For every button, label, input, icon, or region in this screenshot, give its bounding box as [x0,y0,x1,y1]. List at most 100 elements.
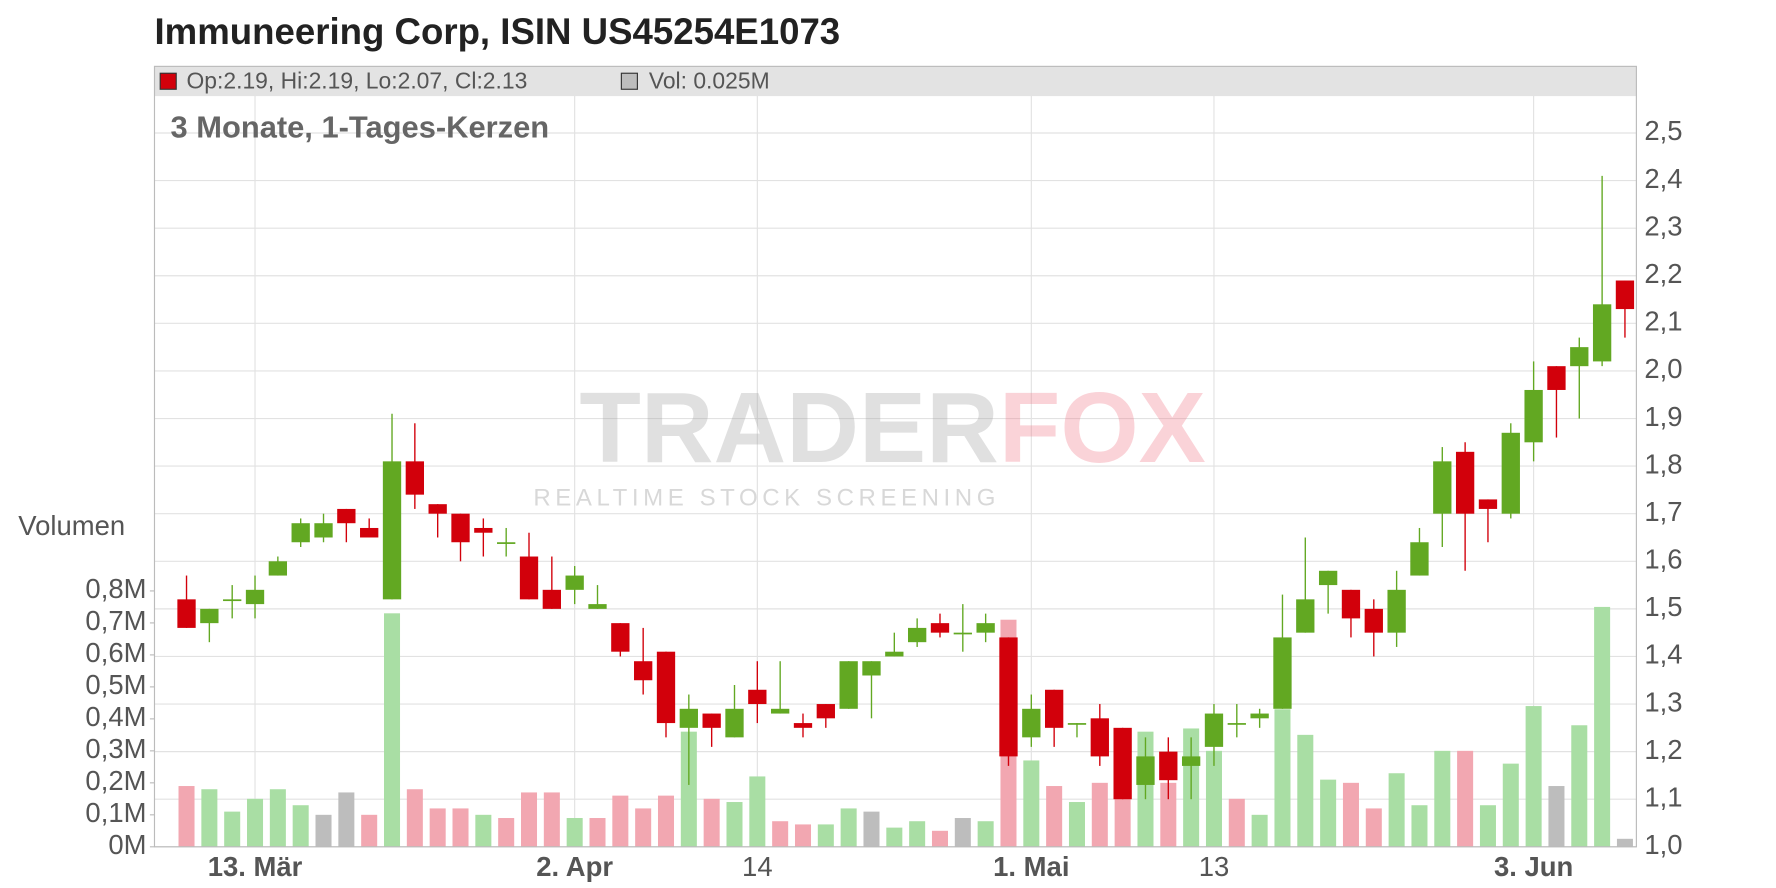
candle-body [1410,542,1429,576]
y-tick-label: 1,4 [1644,639,1682,670]
candle-body [1067,723,1087,725]
candle-body [862,661,881,676]
candle-body [337,508,356,524]
volume-bar [1046,786,1063,847]
volume-bar [589,818,606,847]
volume-bar [566,818,583,847]
volume-bar [543,792,560,847]
candle-body [200,608,219,624]
chart-subtitle: 3 Monate, 1-Tages-Kerzen [171,109,550,144]
volume-bar [452,808,469,847]
volume-bar [1525,706,1542,847]
candle-body [291,523,310,543]
candle-body [565,575,584,590]
volume-bar [817,824,834,847]
volume-bar [224,811,241,847]
volume-bar [315,814,332,847]
volume-bar [772,821,789,847]
y-tick-label: 1,7 [1644,496,1682,527]
candle-body [451,513,470,543]
candle-body [405,461,425,495]
candle-body [1204,713,1224,747]
candle-body [1478,499,1498,509]
volume-bar [269,789,286,847]
watermark-tagline: REALTIME STOCK SCREENING [533,484,1000,511]
volume-bar [1274,709,1291,847]
x-tick-label: 13 [1199,851,1230,882]
volume-bar [749,776,766,847]
y-tick-label: 1,9 [1644,401,1682,432]
candle-body [360,527,379,538]
volume-bar [1594,606,1611,847]
volume-bar [292,805,309,847]
x-tick-label: 14 [742,851,773,882]
candle-body [1615,280,1635,310]
volume-bar [1114,798,1131,847]
volume-bar [1616,838,1633,847]
y-tick-label: 2,3 [1644,210,1682,241]
volume-bar [520,792,538,847]
volume-bar [429,808,446,847]
candle-body [1090,718,1109,757]
volume-bar [1548,786,1565,847]
x-tick-label: 2. Apr [536,851,613,882]
candle-body [268,561,288,576]
header-bar [154,66,1637,97]
volume-bar [931,830,948,847]
volume-bar [886,827,903,847]
volume-bar [909,821,926,847]
volume-bar [954,818,971,847]
candle-body [907,627,927,643]
watermark: TRADERFOX REALTIME STOCK SCREENING [533,371,1205,511]
candle-body [519,556,539,600]
volume-bar [361,814,378,847]
candle-body [953,632,972,635]
volume-bar [406,789,423,847]
y-tick-label: 1,0 [1644,829,1682,860]
legend-swatch-candle [159,72,177,90]
y2-tick-label: 0,5M [85,669,146,700]
candle-body [976,623,995,633]
candle-body [1159,751,1178,781]
y2-tick-label: 0,8M [85,573,146,604]
volume-bar [1205,750,1222,847]
candle-body [542,589,561,609]
y2-tick-label: 0,2M [85,765,146,796]
y2-tick-label: 0,6M [85,637,146,668]
candle-body [656,651,676,724]
candle-body [1455,451,1475,514]
candle-body [1181,756,1201,766]
y-tick-label: 2,1 [1644,306,1682,337]
candle-body [999,637,1018,757]
y-tick-label: 1,3 [1644,686,1682,717]
candle-body [1227,723,1246,725]
candle-body [930,623,950,633]
candle-body [1341,589,1361,619]
y2-tick-label: 0,7M [85,605,146,636]
volume-bar [475,814,492,847]
candle-body [245,589,265,605]
x-tick-label: 1. Mai [993,851,1069,882]
candle-body [725,708,744,738]
y-tick-label: 2,4 [1644,163,1682,194]
x-tick-label: 3. Jun [1494,851,1573,882]
y-tick-label: 1,8 [1644,448,1682,479]
volume-bar [338,792,355,847]
candle-body [885,651,904,657]
volume-bar [1297,734,1314,847]
candle-body [1364,608,1383,633]
volume-bar [635,808,652,847]
volume-bar [612,795,629,847]
volume-bar [703,798,720,847]
candle-body [1318,570,1338,586]
volume-bar [1479,805,1496,847]
volume-bar [1365,808,1382,847]
watermark-brand: TRADERFOX [579,371,1206,483]
volume-bar [1023,760,1040,847]
volume-bar [1388,773,1405,847]
y2-tick-label: 0,3M [85,733,146,764]
volume-bar [1571,725,1588,847]
watermark-right: FOX [999,371,1206,483]
